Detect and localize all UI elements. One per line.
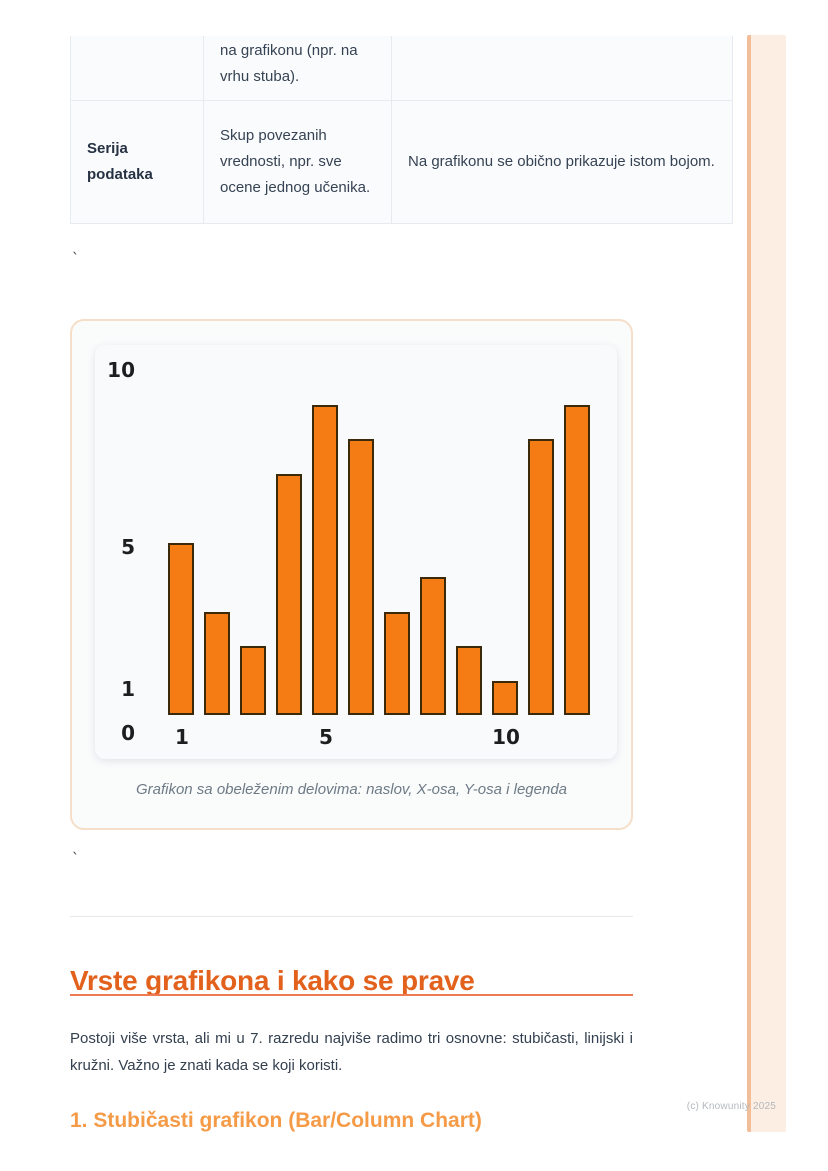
bar [528,439,554,715]
bar [492,680,518,715]
chart-figure-box: 0 1 5 10 1 5 10 Grafikon sa obeleženim delovim… [70,319,633,830]
table-row: na grafikonu (npr. na vrhu stuba). [70,36,733,101]
bar [276,473,302,715]
y-axis-tick-label: 5 [121,535,135,559]
bar [456,646,482,715]
table-cell-note: Na grafikonu se obično prikazuje istom b… [391,100,733,224]
stray-backtick: ` [71,250,81,268]
section-divider [70,916,633,917]
table-cell-note [391,36,733,101]
section-heading: Vrste grafikona i kako se prave [70,965,475,997]
copyright-watermark: (c) Knowunity 2025 [686,1101,776,1112]
y-axis-tick-label: 0 [121,721,135,745]
page-edge-stripe [747,35,786,1132]
x-axis-tick-label: 1 [175,725,189,749]
x-axis-tick-label: 5 [319,725,333,749]
bar [240,646,266,715]
table-cell-term: Serija podataka [70,100,204,224]
table-cell-definition: na grafikonu (npr. na vrhu stuba). [203,36,392,101]
bar [384,611,410,715]
stray-backtick: ` [71,850,81,868]
bar [312,404,338,715]
x-axis-tick-label: 10 [492,725,520,749]
bar [564,404,590,715]
subsection-heading: 1. Stubičasti grafikon (Bar/Column Chart… [70,1109,482,1132]
section-paragraph: Postoji više vrsta, ali mi u 7. razredu … [70,1030,633,1074]
chart-caption: Grafikon sa obeleženim delovima: naslov,… [135,781,568,798]
table-cell-definition: Skup povezanih vrednosti, npr. sve ocene… [203,100,392,224]
table-row: Serija podataka Skup povezanih vrednosti… [70,100,733,224]
chart-card: 0 1 5 10 1 5 10 [95,345,617,759]
y-axis-tick-label: 10 [107,358,135,382]
bar [204,611,230,715]
table-cell-term [70,36,204,101]
heading-underline [70,994,633,996]
bar [420,577,446,715]
y-axis-tick-label: 1 [121,677,135,701]
bar-chart: 0 1 5 10 1 5 10 [95,345,617,759]
bar [348,439,374,715]
bar [168,542,194,715]
definitions-table: na grafikonu (npr. na vrhu stuba). Serij… [70,36,733,224]
